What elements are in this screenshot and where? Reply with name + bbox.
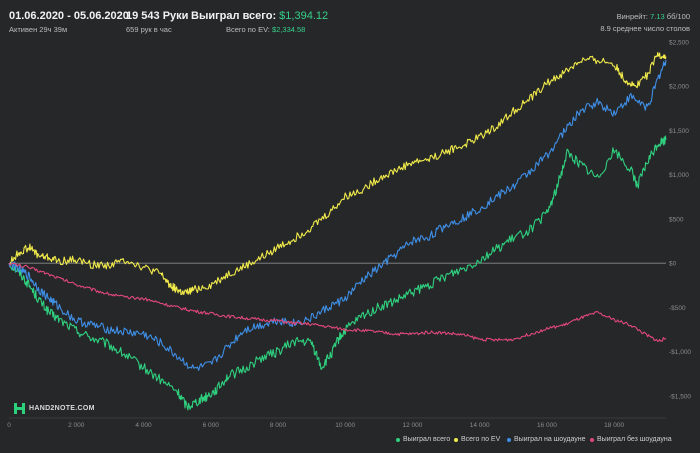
y-tick-label: $1,500 [669,128,689,135]
legend-label: Выиграл без шоудауна [597,436,672,443]
x-tick-label: 2 000 [68,422,85,429]
series-won-total-line [8,135,667,411]
legend-item-showdown[interactable]: Выиграл на шоудауне [507,436,586,443]
legend-item-won-total[interactable]: Выиграл всего [396,436,450,443]
legend-dot-icon [454,437,458,442]
y-tick-label: -$1,000 [669,349,691,356]
hand2note-logo-icon [14,403,25,414]
legend-label: Всего по EV [461,436,501,443]
legend-dot-icon [590,437,594,442]
winrate-value: 7.13 [650,12,665,21]
active-time: Активен 29ч 39м [9,25,68,34]
x-tick-label: 4 000 [135,422,152,429]
x-tick-label: 10 000 [335,422,355,429]
winrate-suffix: бб/100 [666,12,690,21]
y-tick-label: $2,500 [669,40,689,47]
ev-total-label: Всего по EV: [226,25,270,34]
hands-count: 19 543 Руки [126,10,189,22]
won-total: Выиграл всего: $1,394.12 [191,10,328,22]
header-bar: 01.06.2020 - 05.06.2020 Активен 29ч 39м … [0,0,700,40]
date-range: 01.06.2020 - 05.06.2020 [9,10,129,22]
hand2note-logo: HAND2NOTE.COM [14,403,95,414]
x-tick-label: 12 000 [402,422,422,429]
hands-per-hour: 659 рук в час [126,25,172,34]
hand2note-logo-text: HAND2NOTE.COM [29,405,95,412]
legend-label: Выиграл всего [403,436,451,443]
series-ev-line [8,51,667,296]
y-tick-label: $1,000 [669,172,689,179]
x-tick-label: 18 000 [604,422,624,429]
x-tick-label: 8 000 [270,422,287,429]
x-tick-label: 16 000 [537,422,557,429]
winrate: Винрейт: 7.13 бб/100 [617,12,690,21]
legend-dot-icon [396,437,400,442]
series-non-showdown-line [8,262,667,342]
winrate-label: Винрейт: [616,12,648,21]
series-showdown-line [8,59,667,371]
y-tick-label: -$1,500 [669,393,691,400]
legend-item-ev[interactable]: Всего по EV [454,436,500,443]
x-tick-label: 14 000 [470,422,490,429]
avg-tables: 8.9 среднее число столов [600,24,690,33]
y-tick-label: $0 [669,261,677,268]
legend-dot-icon [507,437,511,442]
x-tick-label: 0 [7,422,11,429]
ev-total: Всего по EV: $2,334.58 [226,25,305,34]
legend-item-non-showdown[interactable]: Выиграл без шоудауна [590,436,672,443]
legend-label: Выиграл на шоудауне [514,436,586,443]
y-tick-label: $500 [669,216,684,223]
won-total-label: Выиграл всего: [191,10,277,22]
y-tick-label: $2,000 [669,84,689,91]
x-tick-label: 6 000 [203,422,220,429]
ev-total-value: $2,334.58 [271,25,306,34]
won-total-value: $1,394.12 [279,10,329,22]
y-tick-label: -$500 [669,305,686,312]
